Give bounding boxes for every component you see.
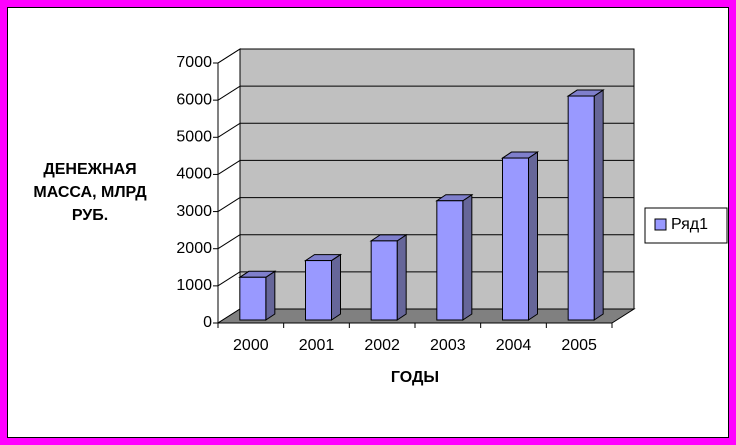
y-tick-label: 1000 xyxy=(176,277,212,294)
bar-side xyxy=(462,193,473,321)
x-tick-label: 2002 xyxy=(364,337,400,354)
y-tick-label: 0 xyxy=(203,314,212,331)
grid-line xyxy=(217,271,241,287)
bar-side xyxy=(593,89,604,321)
grid-line xyxy=(217,85,241,101)
bar-side xyxy=(331,253,341,321)
bar xyxy=(239,276,267,321)
bar-side xyxy=(265,270,276,321)
y-tick-label: 5000 xyxy=(176,129,212,146)
bar xyxy=(436,200,464,321)
grid-line xyxy=(217,160,241,175)
bar xyxy=(370,240,398,321)
bar-side xyxy=(396,233,407,321)
y-tick-label: 2000 xyxy=(176,240,212,257)
legend-label: Ряд1 xyxy=(671,216,708,233)
x-tick-label: 2001 xyxy=(299,337,335,354)
x-tick-label: 2000 xyxy=(233,337,269,354)
y-axis-title: ДЕНЕЖНАЯ МАССА, МЛРД РУБ. xyxy=(33,161,147,224)
x-tick-label: 2004 xyxy=(496,337,532,354)
x-tick-label: 2005 xyxy=(561,337,597,354)
y-tick-label: 6000 xyxy=(176,91,212,108)
legend-swatch xyxy=(654,218,667,231)
grid-line xyxy=(217,122,241,138)
grid-line xyxy=(217,48,241,64)
bar xyxy=(502,157,529,321)
bar xyxy=(305,260,332,321)
y-tick-label: 3000 xyxy=(176,203,212,220)
y-tick-label: 4000 xyxy=(176,166,212,183)
x-axis-title: ГОДЫ xyxy=(391,369,439,386)
x-tick-label: 2003 xyxy=(430,337,466,354)
grid-line xyxy=(217,197,241,212)
grid-line xyxy=(217,234,241,250)
y-tick-label: 7000 xyxy=(176,54,212,71)
bar xyxy=(567,95,595,321)
bar-side xyxy=(528,151,538,321)
side-wall xyxy=(217,48,241,324)
